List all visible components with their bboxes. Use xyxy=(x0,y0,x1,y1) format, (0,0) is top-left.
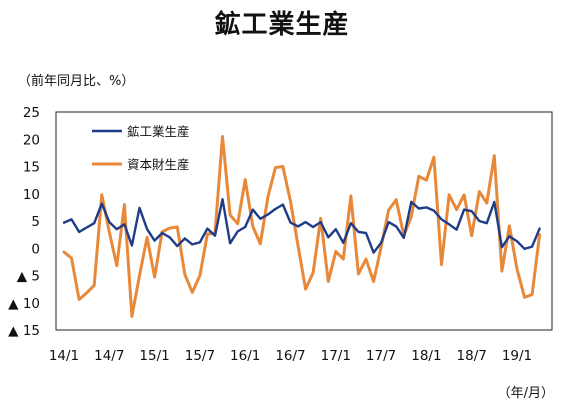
x-tick-label: 14/7 xyxy=(94,348,124,364)
plot-area-frame xyxy=(55,111,553,331)
x-tick-label: 16/7 xyxy=(275,348,305,364)
series-lines xyxy=(62,135,542,318)
legend-label: 鉱工業生産 xyxy=(127,124,190,139)
x-tick-label: 15/1 xyxy=(139,348,169,364)
legend-label: 資本財生産 xyxy=(127,157,190,172)
x-tick-label: 17/1 xyxy=(321,348,351,364)
y-tick-label: 5 xyxy=(31,214,40,230)
x-tick-label: 15/7 xyxy=(185,348,215,364)
x-tick-label: 14/1 xyxy=(49,348,79,364)
x-tick-label: 17/7 xyxy=(366,348,396,364)
x-tick-label: 18/7 xyxy=(457,348,487,364)
y-tick-label: 15 xyxy=(23,160,40,176)
x-tick-label: 16/1 xyxy=(230,348,260,364)
series-line-capital-goods xyxy=(62,135,542,318)
y-tick-label: 10 xyxy=(23,187,40,203)
y-tick-label: 0 xyxy=(31,241,40,257)
y-axis-ticks: 25 20 15 10 5 0 ▲ 5 ▲ 10 ▲ 15 xyxy=(8,105,40,339)
y-tick-label: ▲ 15 xyxy=(8,323,40,339)
y-tick-label: ▲ 5 xyxy=(17,269,40,285)
series-line-mining-manufacturing xyxy=(62,197,541,254)
y-axis-unit-label: （前年同月比、%） xyxy=(18,74,135,89)
y-tick-label: 20 xyxy=(23,132,40,148)
x-axis-unit-label: （年/月） xyxy=(497,386,554,401)
x-tick-label: 18/1 xyxy=(411,348,441,364)
y-tick-label: ▲ 10 xyxy=(8,296,40,312)
x-axis-ticks: 14/1 14/7 15/1 15/7 16/1 16/7 17/1 17/7 18/1 18/7… xyxy=(49,348,532,364)
chart-title: 鉱工業生産 xyxy=(214,10,350,40)
y-tick-label: 25 xyxy=(23,105,40,121)
x-tick-label: 19/1 xyxy=(502,348,532,364)
